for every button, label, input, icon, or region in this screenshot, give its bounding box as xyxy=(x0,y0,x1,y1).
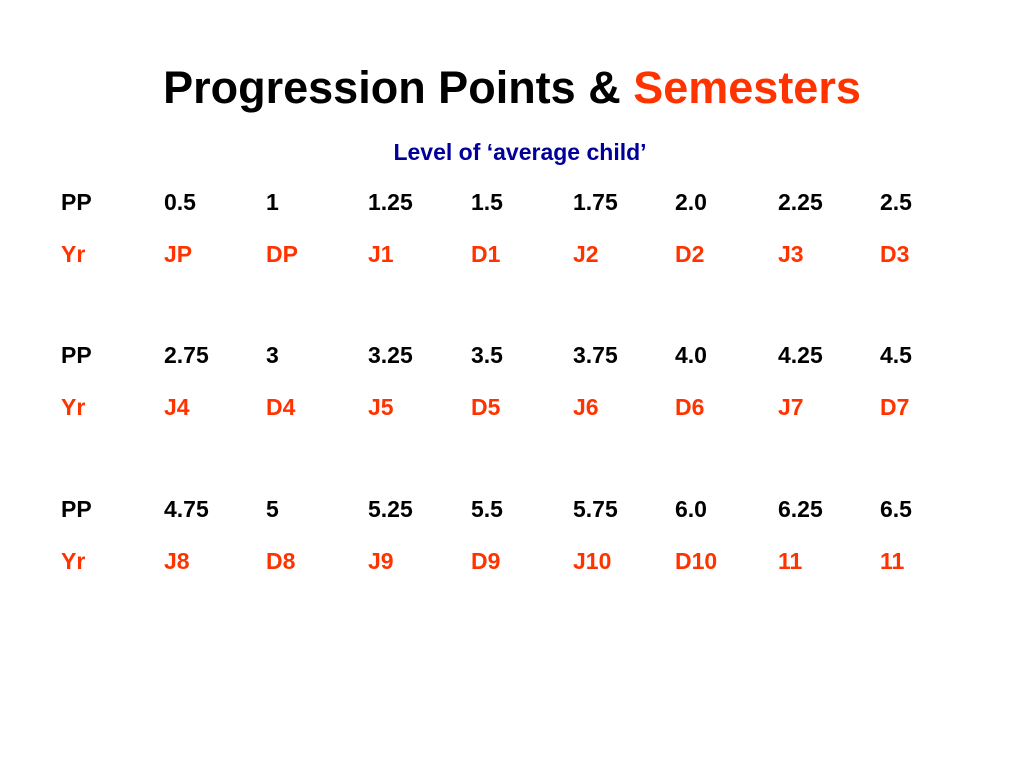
yr-value: J9 xyxy=(368,548,394,574)
pp-value: 2.5 xyxy=(880,189,912,215)
yr-value: D4 xyxy=(266,394,296,420)
pp-value: 2.25 xyxy=(778,189,823,215)
pp-row-label: PP xyxy=(61,496,92,522)
yr-row-label: Yr xyxy=(61,548,86,574)
pp-value: 4.75 xyxy=(164,496,209,522)
pp-value: 6.25 xyxy=(778,496,823,522)
slide-subtitle: Level of ‘average child’ xyxy=(393,139,647,165)
yr-value: J6 xyxy=(573,394,599,420)
pp-row-label: PP xyxy=(61,342,92,368)
pp-value: 5.75 xyxy=(573,496,618,522)
pp-value: 1.5 xyxy=(471,189,503,215)
yr-value: 11 xyxy=(778,548,803,574)
yr-value: J4 xyxy=(164,394,190,420)
yr-value: D7 xyxy=(880,394,910,420)
yr-value: D6 xyxy=(675,394,705,420)
pp-value: 3.5 xyxy=(471,342,503,368)
yr-value: JP xyxy=(164,241,193,267)
yr-value: J2 xyxy=(573,241,599,267)
pp-value: 1 xyxy=(266,189,279,215)
pp-value: 2.75 xyxy=(164,342,209,368)
yr-value: D5 xyxy=(471,394,501,420)
yr-value: J1 xyxy=(368,241,394,267)
pp-value: 1.75 xyxy=(573,189,618,215)
yr-value: D3 xyxy=(880,241,910,267)
pp-value: 1.25 xyxy=(368,189,413,215)
yr-row-label: Yr xyxy=(61,394,86,420)
pp-value: 3.75 xyxy=(573,342,618,368)
pp-value: 4.0 xyxy=(675,342,707,368)
pp-value: 5.25 xyxy=(368,496,413,522)
title-main: Progression Points & xyxy=(163,62,621,113)
pp-value: 4.25 xyxy=(778,342,823,368)
pp-value: 3 xyxy=(266,342,279,368)
pp-value: 0.5 xyxy=(164,189,196,215)
title-accent: Semesters xyxy=(633,62,861,113)
pp-value: 5 xyxy=(266,496,279,522)
pp-value: 6.5 xyxy=(880,496,912,522)
yr-value: D10 xyxy=(675,548,718,574)
pp-value: 3.25 xyxy=(368,342,413,368)
yr-value: J3 xyxy=(778,241,804,267)
pp-value: 4.5 xyxy=(880,342,912,368)
yr-value: J7 xyxy=(778,394,804,420)
yr-value: J10 xyxy=(573,548,612,574)
pp-value: 6.0 xyxy=(675,496,707,522)
yr-value: D1 xyxy=(471,241,501,267)
yr-value: J8 xyxy=(164,548,190,574)
yr-value: D2 xyxy=(675,241,705,267)
yr-value: J5 xyxy=(368,394,394,420)
slide-title: Progression Points & Semesters xyxy=(0,56,1024,120)
pp-value: 2.0 xyxy=(675,189,707,215)
yr-row-label: Yr xyxy=(61,241,86,267)
yr-value: 11 xyxy=(880,548,905,574)
yr-value: D8 xyxy=(266,548,296,574)
yr-value: DP xyxy=(266,241,298,267)
pp-value: 5.5 xyxy=(471,496,503,522)
yr-value: D9 xyxy=(471,548,501,574)
pp-row-label: PP xyxy=(61,189,92,215)
